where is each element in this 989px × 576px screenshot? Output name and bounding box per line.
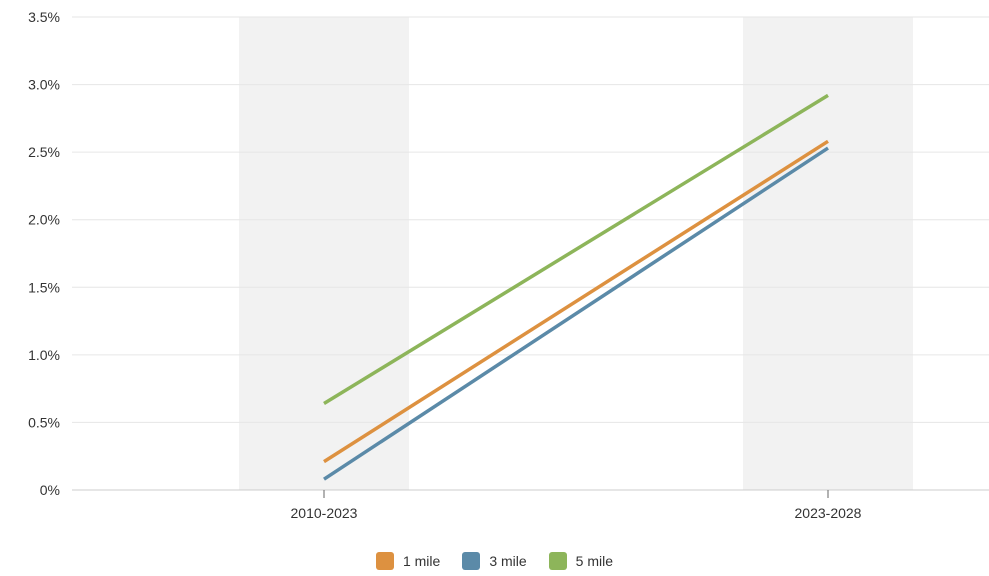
legend-item[interactable]: 1 mile <box>375 552 441 570</box>
y-axis-tick-labels: 0% 0.5% 1.0% 1.5% 2.0% 2.5% 3.0% 3.5% <box>28 9 60 498</box>
y-tick-label: 2.5% <box>28 144 60 160</box>
legend: 1 mile 3 mile 5 mile <box>0 552 989 570</box>
legend-label: 3 mile <box>489 553 527 569</box>
legend-label: 5 mile <box>575 553 614 569</box>
legend-swatch <box>548 552 567 570</box>
x-tick-label: 2010-2023 <box>291 505 358 521</box>
line-chart: 0% 0.5% 1.0% 1.5% 2.0% 2.5% 3.0% 3.5% 2010-2023… <box>28 9 989 521</box>
y-tick-label: 3.5% <box>28 9 60 25</box>
y-tick-label: 0.5% <box>28 414 60 430</box>
legend-swatch <box>462 552 481 570</box>
legend-swatch <box>375 552 394 570</box>
y-tick-label: 1.5% <box>28 279 60 295</box>
x-axis: 2010-2023 2023-2028 <box>291 490 862 521</box>
category-bands <box>239 17 913 490</box>
y-tick-label: 3.0% <box>28 77 60 93</box>
x-tick-label: 2023-2028 <box>795 505 862 521</box>
category-band <box>239 17 409 490</box>
legend-item[interactable]: 3 mile <box>462 552 527 570</box>
legend-label: 1 mile <box>402 553 441 569</box>
category-band <box>743 17 913 490</box>
y-tick-label: 2.0% <box>28 212 60 228</box>
series-line-1-mile <box>323 139 829 464</box>
legend-item[interactable]: 5 mile <box>548 552 614 570</box>
series-line-5-mile <box>323 93 829 406</box>
series-lines <box>323 93 829 481</box>
y-tick-label: 0% <box>40 482 60 498</box>
gridlines <box>72 16 989 491</box>
y-tick-label: 1.0% <box>28 347 60 363</box>
series-line-3-mile <box>323 146 829 481</box>
